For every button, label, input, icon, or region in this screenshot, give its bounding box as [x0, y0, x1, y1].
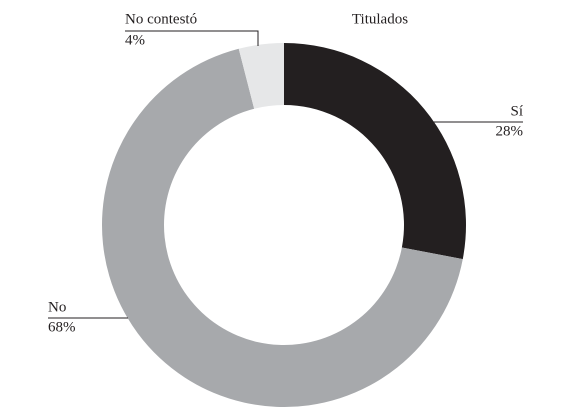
- donut-slice: [238, 43, 284, 109]
- slice-label: No contestó: [125, 11, 197, 27]
- slice-label: Sí: [510, 103, 523, 119]
- slice-value-label: 68%: [48, 319, 76, 335]
- slice-label: No: [48, 299, 66, 315]
- leader-line: [125, 30, 259, 46]
- donut-slice: [284, 43, 466, 260]
- donut-slice: [102, 48, 463, 407]
- slice-value-label: 4%: [125, 32, 145, 48]
- slice-value-label: 28%: [496, 123, 524, 139]
- chart-title: Titulados: [352, 11, 408, 27]
